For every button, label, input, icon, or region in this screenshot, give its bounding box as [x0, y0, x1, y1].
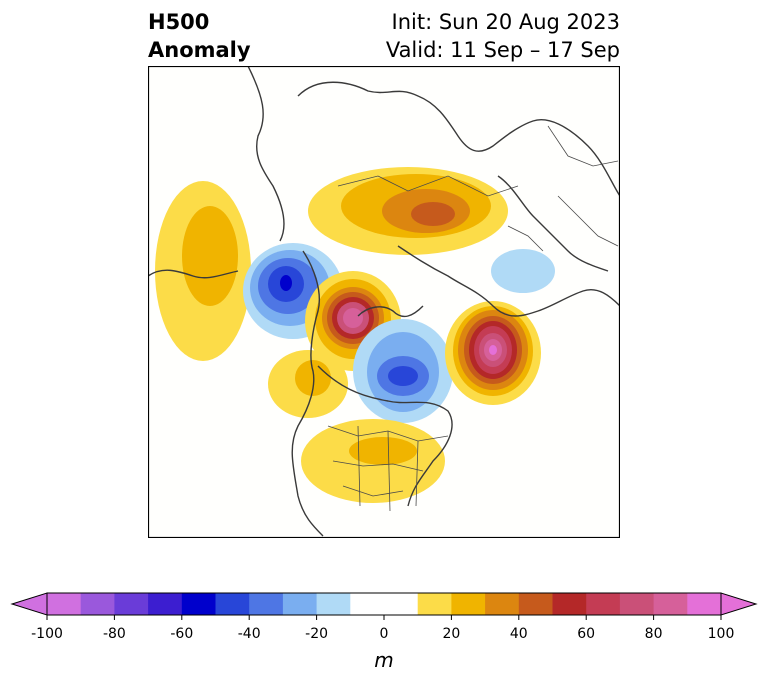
- anomaly-negative-hudson: [353, 319, 453, 423]
- anomaly-positive-north-america: [301, 419, 445, 503]
- colorbar-segment: [417, 593, 452, 615]
- colorbar-tick-label: -100: [31, 626, 63, 642]
- init-date: Init: Sun 20 Aug 2023: [391, 10, 620, 34]
- colorbar-segment: [687, 593, 722, 615]
- colorbar-segment: [653, 593, 688, 615]
- anomaly-positive-atlantic: [445, 301, 541, 405]
- valid-range: Valid: 11 Sep – 17 Sep: [385, 38, 620, 62]
- anomaly-negative-europe: [491, 249, 555, 293]
- map-panel: [148, 66, 620, 538]
- colorbar-extend-min: [10, 592, 48, 616]
- colorbar-tick-label: -20: [305, 626, 329, 642]
- colorbar-segment: [80, 593, 115, 615]
- colorbar-segment: [518, 593, 553, 615]
- colorbar: [10, 592, 758, 620]
- title-right: Init: Sun 20 Aug 2023 Valid: 11 Sep – 17…: [386, 8, 620, 64]
- colorbar-segment: [619, 593, 655, 615]
- colorbar-tick-label: 80: [644, 626, 663, 642]
- colorbar-segment: [181, 593, 216, 615]
- colorbar-tick-label: 60: [577, 626, 596, 642]
- coastlines: [148, 66, 620, 537]
- anomaly-positive-siberia: [308, 167, 508, 255]
- colorbar-tick-label: -60: [170, 626, 194, 642]
- colorbar-tick-label: -40: [237, 626, 261, 642]
- title-left: H500 Anomaly: [148, 8, 251, 64]
- colorbar-tick-label: -80: [102, 626, 126, 642]
- borders: [327, 125, 619, 512]
- colorbar-segment: [451, 593, 486, 615]
- colorbar-segment: [350, 593, 419, 615]
- colorbar-segment: [215, 593, 250, 615]
- anomaly-positive-pacific: [155, 181, 251, 361]
- colorbar-extend-max: [720, 592, 758, 616]
- colorbar-segment: [249, 593, 284, 615]
- colorbar-segment: [282, 593, 318, 615]
- colorbar-unit-label: m: [374, 648, 394, 672]
- colorbar-segment: [552, 593, 587, 615]
- colorbar-segment: [586, 593, 621, 615]
- title-field: Anomaly: [148, 38, 251, 62]
- colorbar-segment: [316, 593, 351, 615]
- map-border: [148, 66, 620, 538]
- colorbar-tick-label: 0: [379, 626, 389, 642]
- colorbar-segment: [114, 593, 149, 615]
- colorbar-segment: [148, 593, 183, 615]
- colorbar-tick-label: 20: [442, 626, 461, 642]
- colorbar-tick-label: 40: [509, 626, 528, 642]
- colorbar-segment: [485, 593, 520, 615]
- colorbar-tick-label: 100: [707, 626, 735, 642]
- colorbar-segment: [47, 593, 82, 615]
- title-variable: H500: [148, 10, 210, 34]
